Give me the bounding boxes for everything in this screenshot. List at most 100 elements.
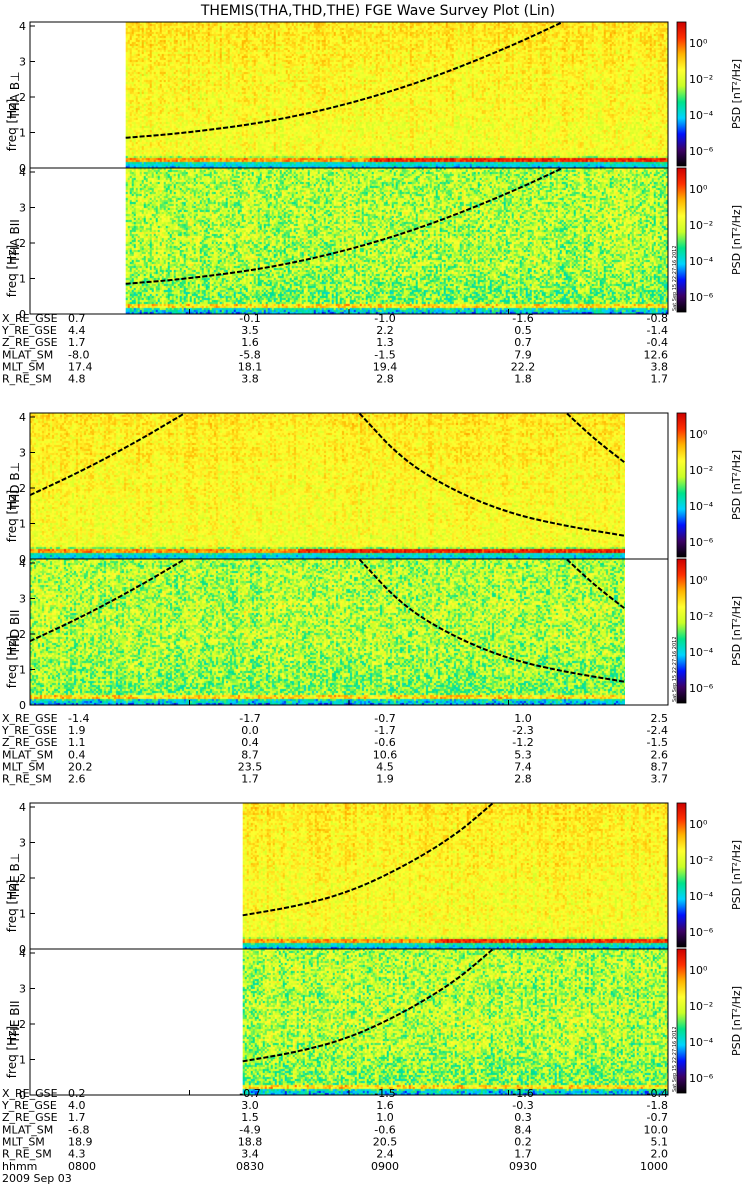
panel-label: THA BII [8, 219, 22, 264]
colorbar-tick-label: 10⁻⁶ [689, 682, 714, 695]
y-tick-label: 0 [19, 162, 26, 175]
ephemeris-value: -1.4 [647, 324, 668, 337]
ephemeris-value: -0.7 [239, 1087, 260, 1100]
ephemeris-value: 3.0 [241, 1099, 259, 1112]
ephemeris-row-label: MLAT_SM [2, 348, 53, 361]
ephemeris-value: 0.5 [514, 324, 532, 337]
ephemeris-value: 3.8 [651, 360, 669, 373]
ephemeris-row-label: MLT_SM [2, 1135, 45, 1148]
time-tick-label: 0830 [236, 1160, 264, 1173]
y-tick-label: 2 [19, 872, 26, 885]
ephemeris-row-label: MLT_SM [2, 360, 45, 373]
ephemeris-value: -0.6 [374, 736, 395, 749]
colorbar-label: PSD [nT²/Hz] [730, 986, 743, 1056]
spectrogram-image [125, 168, 668, 314]
ephemeris-value: 3.4 [241, 1148, 259, 1161]
ephemeris-value: 2.8 [514, 773, 532, 786]
ephemeris-row-label: R_RE_SM [2, 773, 52, 786]
panel-label: THE BII [8, 1000, 22, 1044]
ephemeris-value: -0.3 [512, 1099, 533, 1112]
ephemeris-value: -1.5 [374, 348, 395, 361]
date-label: 2009 Sep 03 [2, 1172, 72, 1185]
panel-label: THD B⊥ [8, 462, 22, 511]
ephemeris-block: X_RE_GSE 0.7 -0.1 -1.0 -1.6 -0.8 Y_RE_GSE 4.4 3.… [1, 312, 668, 386]
colorbar-tick-label: 10⁻⁴ [689, 500, 714, 513]
colorbar-tick-label: 10⁻⁶ [689, 536, 714, 549]
spectrogram-panel: 0 1 2 3 4 THE B⊥freq [Hz] 10⁰ 10⁻² 10⁻⁴ 10⁻⁶ PSD [… [5, 801, 743, 956]
y-tick-label: 1 [19, 1054, 26, 1067]
ephemeris-value: 18.8 [238, 1135, 263, 1148]
ephemeris-value: -1.4 [68, 712, 89, 725]
ephemeris-value: -1.7 [374, 724, 395, 737]
freq-axis-label: freq [Hz] [5, 880, 19, 932]
ephemeris-row-label: X_RE_GSE [2, 1087, 58, 1100]
timestamp-stamp: Sat Sep 15 22:27:16 2012 [672, 245, 678, 311]
y-tick-label: 3 [19, 202, 26, 215]
y-tick-label: 4 [19, 947, 26, 960]
colorbar [676, 167, 687, 313]
spectrogram-image [30, 413, 625, 559]
ephemeris-value: -0.4 [647, 336, 668, 349]
y-tick-label: 2 [19, 237, 26, 250]
colorbar-tick-label: 10⁰ [689, 818, 708, 831]
y-tick-label: 0 [19, 1089, 26, 1102]
ephemeris-value: -1.0 [374, 312, 395, 325]
y-tick-label: 1 [19, 518, 26, 531]
y-tick-label: 4 [19, 801, 26, 814]
panel-label: THA B⊥ [8, 71, 22, 119]
y-tick-label: 2 [19, 628, 26, 641]
colorbar-tick-label: 10⁻⁴ [689, 1036, 714, 1049]
time-tick-label: 0900 [371, 1160, 399, 1173]
y-tick-label: 0 [19, 943, 26, 956]
freq-axis-label: freq [Hz] [5, 99, 19, 151]
colorbar-tick-label: 10⁻² [689, 1000, 713, 1013]
ephemeris-value: 17.4 [68, 360, 93, 373]
ephemeris-row-label: MLAT_SM [2, 748, 53, 761]
ephemeris-row-label: Y_RE_GSE [1, 724, 57, 737]
cyclotron-curve [358, 412, 626, 537]
ephemeris-value: 19.4 [373, 360, 398, 373]
ephemeris-value: 4.5 [376, 760, 394, 773]
ephemeris-value: 18.1 [238, 360, 263, 373]
colorbar-tick-label: 10⁻⁶ [689, 1072, 714, 1085]
ephemeris-value: 7.9 [514, 348, 532, 361]
y-tick-label: 3 [19, 56, 26, 69]
ephemeris-value: -2.4 [647, 724, 668, 737]
panel-label: THD BII [8, 610, 22, 656]
freq-axis-label: freq [Hz] [5, 245, 19, 297]
time-tick-label: 0800 [68, 1160, 96, 1173]
colorbar [676, 21, 687, 167]
ephemeris-value: 2.0 [651, 1148, 669, 1161]
y-tick-label: 3 [19, 837, 26, 850]
ephemeris-value: -1.2 [512, 736, 533, 749]
ephemeris-value: -0.7 [374, 712, 395, 725]
colorbar-tick-label: 10⁻⁴ [689, 890, 714, 903]
ephemeris-value: 3.7 [651, 773, 669, 786]
ephemeris-value: 2.2 [376, 324, 394, 337]
ephemeris-value: -1.7 [239, 712, 260, 725]
ephemeris-value: -8.0 [68, 348, 89, 361]
ephemeris-value: 2.6 [651, 748, 669, 761]
colorbar-tick-label: 10⁻⁶ [689, 291, 714, 304]
spectrogram-panel: 0 1 2 3 4 THA B⊥freq [Hz] 10⁰ 10⁻² 10⁻⁴ 10⁻⁶ PSD [… [5, 20, 743, 175]
freq-axis-label: freq [Hz] [5, 636, 19, 688]
ephemeris-row-label: MLAT_SM [2, 1123, 53, 1136]
freq-axis-label: freq [Hz] [5, 1026, 19, 1078]
ephemeris-value: 0.7 [514, 336, 532, 349]
ephemeris-block: X_RE_GSE -1.4 -1.7 -0.7 1.0 2.5Y_RE_GSE 1.9 0.0… [1, 712, 668, 786]
ephemeris-value: -1.8 [647, 1099, 668, 1112]
ephemeris-row-label: Z_RE_GSE [2, 1111, 58, 1124]
cyclotron-curve [125, 167, 563, 285]
y-tick-label: 2 [19, 1018, 26, 1031]
ephemeris-value: 1.7 [651, 373, 669, 386]
spectrogram-image [242, 803, 668, 949]
ephemeris-value: 12.6 [644, 348, 669, 361]
y-tick-label: 0 [19, 308, 26, 321]
ephemeris-value: -0.4 [647, 1087, 668, 1100]
y-tick-label: 4 [19, 20, 26, 33]
timestamp-stamp: Sat Sep 15 22:27:16 2012 [672, 1026, 678, 1092]
ephemeris-value: 2.8 [376, 373, 394, 386]
